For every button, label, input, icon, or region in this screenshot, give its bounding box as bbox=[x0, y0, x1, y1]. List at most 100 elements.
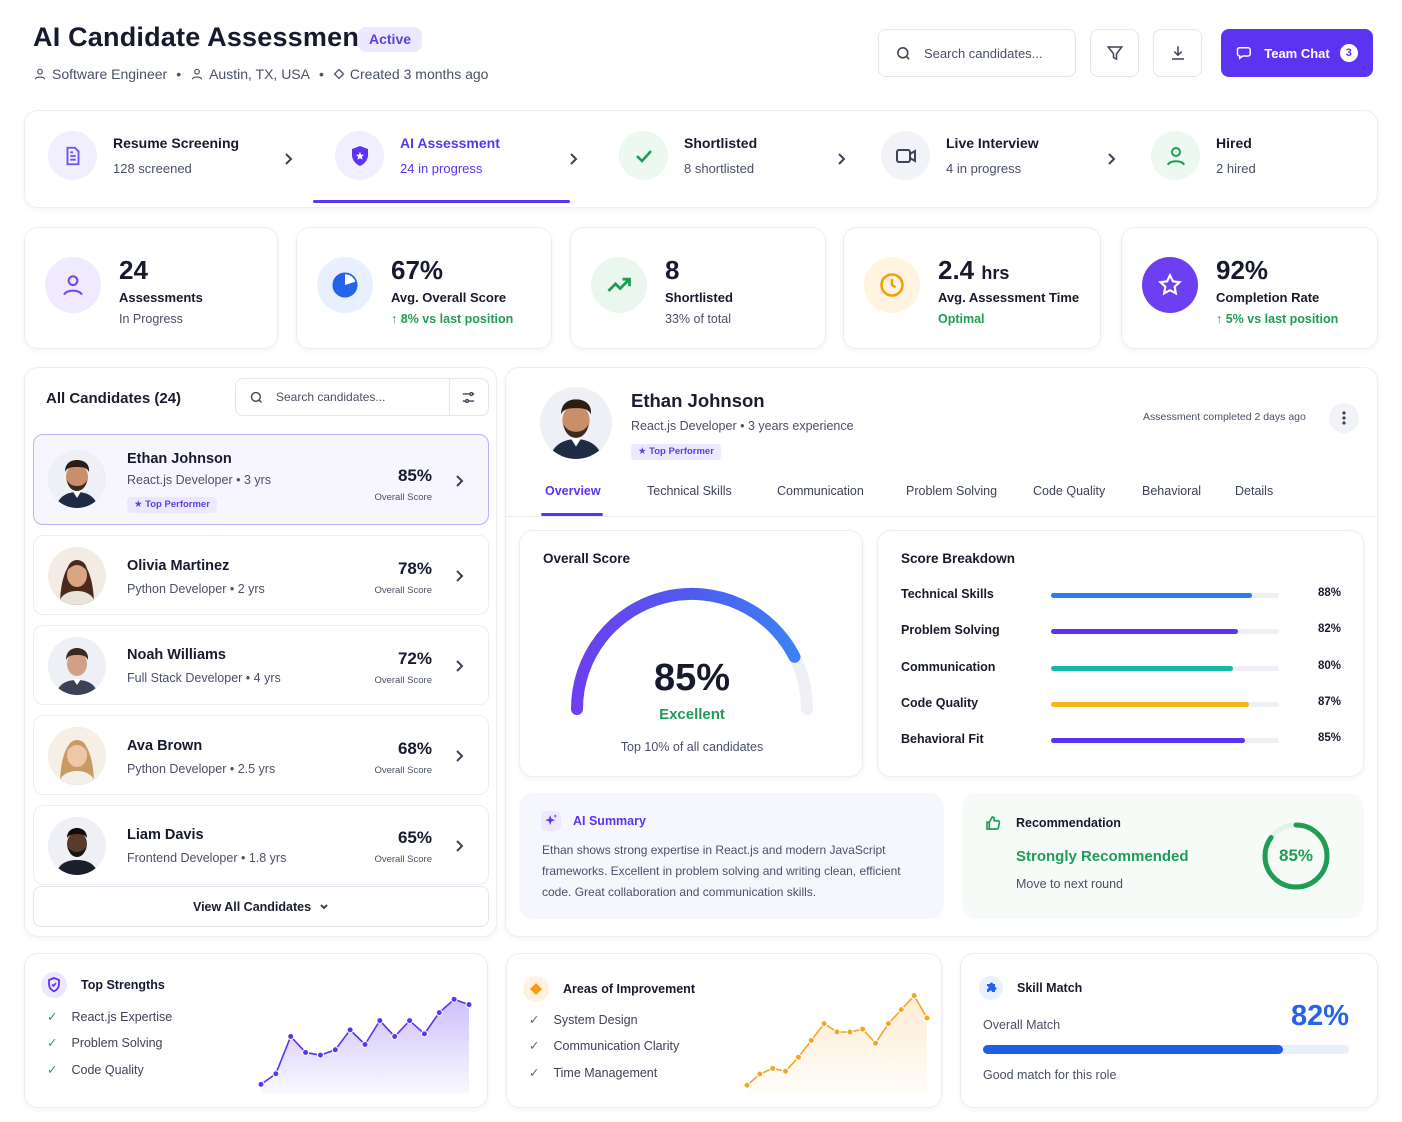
section-title: Score Breakdown bbox=[901, 551, 1016, 566]
strength-item: ✓ React.js Expertise bbox=[47, 1009, 172, 1025]
more-options-button[interactable] bbox=[1329, 403, 1359, 433]
trend-area bbox=[747, 995, 927, 1094]
candidate-name: Liam Davis bbox=[127, 827, 204, 843]
thumbs-up-icon bbox=[986, 816, 1001, 830]
tab-details[interactable]: Details bbox=[1235, 484, 1274, 498]
trend-point bbox=[331, 1046, 339, 1054]
stage-title: Live Interview bbox=[946, 135, 1039, 151]
ai-summary-title: AI Summary bbox=[573, 814, 646, 828]
stage-ai-assessment[interactable]: AI Assessment 24 in progress bbox=[335, 131, 500, 180]
stage-title: Hired bbox=[1216, 135, 1252, 151]
score-caption: Overall Score bbox=[374, 585, 432, 596]
trend-point bbox=[287, 1033, 295, 1041]
candidate-detail-panel: Ethan Johnson React.js Developer • 3 yea… bbox=[505, 367, 1378, 937]
tab-technical-skills[interactable]: Technical Skills bbox=[647, 484, 732, 498]
active-stage-indicator bbox=[313, 200, 570, 203]
experience-text: 2.5 yrs bbox=[237, 762, 276, 776]
candidate-row-olivia-martinez[interactable]: Olivia Martinez Python Developer • 2 yrs… bbox=[33, 535, 489, 615]
stat-value: 67% bbox=[391, 255, 444, 285]
role-text: React.js Developer bbox=[631, 419, 737, 433]
download-button[interactable] bbox=[1153, 29, 1202, 77]
search-placeholder: Search candidates... bbox=[276, 390, 386, 404]
breakdown-bar-fill bbox=[1051, 738, 1245, 743]
stage-shortlisted[interactable]: Shortlisted 8 shortlisted bbox=[619, 131, 757, 180]
breakdown-row: Communication 80% bbox=[901, 660, 1341, 678]
filter-icon bbox=[1106, 46, 1123, 61]
candidates-title: All Candidates (24) bbox=[46, 390, 182, 407]
view-all-candidates-button[interactable]: View All Candidates bbox=[33, 886, 489, 927]
trend-point bbox=[302, 1048, 310, 1056]
candidate-name: Noah Williams bbox=[127, 647, 226, 663]
stage-sub: 2 hired bbox=[1216, 161, 1256, 176]
section-title: Top Strengths bbox=[81, 978, 165, 992]
areas-of-improvement-card: Areas of Improvement ✓ System Design ✓ Com… bbox=[506, 953, 942, 1108]
strengths-trend-chart bbox=[257, 995, 473, 1093]
tab-code-quality[interactable]: Code Quality bbox=[1033, 484, 1106, 498]
skill-match-header: Skill Match bbox=[979, 976, 1082, 1000]
candidate-row-liam-davis[interactable]: Liam Davis Frontend Developer • 1.8 yrs … bbox=[33, 805, 489, 885]
stat-label: Assessments bbox=[119, 290, 203, 305]
candidate-role: Python Developer • 2.5 yrs bbox=[127, 762, 276, 776]
team-chat-button[interactable]: Team Chat 3 bbox=[1221, 29, 1373, 77]
candidate-role: React.js Developer • 3 years experience bbox=[631, 419, 854, 433]
user-icon bbox=[191, 68, 203, 80]
candidate-search-input[interactable]: Search candidates... bbox=[235, 378, 489, 416]
star-icon bbox=[1142, 257, 1198, 313]
top-strengths-header: Top Strengths bbox=[41, 972, 165, 998]
recommendation-verdict: Strongly Recommended bbox=[1016, 848, 1189, 865]
breakdown-value: 82% bbox=[1317, 623, 1341, 635]
recommendation-title: Recommendation bbox=[1016, 816, 1121, 830]
search-placeholder: Search candidates... bbox=[924, 45, 1043, 61]
experience-text: 3 years experience bbox=[747, 419, 854, 433]
tab-problem-solving[interactable]: Problem Solving bbox=[906, 484, 998, 498]
stat-sub: 8% vs last position bbox=[400, 312, 514, 326]
top-strengths-card: Top Strengths ✓ React.js Expertise ✓ Probl… bbox=[24, 953, 488, 1108]
job-role: Software Engineer bbox=[52, 66, 168, 82]
role-text: Full Stack Developer bbox=[127, 671, 243, 685]
candidate-row-ethan-johnson[interactable]: Ethan Johnson React.js Developer • 3 yrs… bbox=[33, 434, 489, 525]
avatar bbox=[48, 547, 106, 605]
sliders-icon[interactable] bbox=[460, 389, 477, 406]
score-caption: Overall Score bbox=[374, 492, 432, 503]
trend-point bbox=[769, 1064, 777, 1072]
section-title: Overall Score bbox=[543, 551, 631, 566]
tab-overview[interactable]: Overview bbox=[545, 484, 601, 498]
stat-label: Shortlisted bbox=[665, 290, 733, 305]
tab-communication[interactable]: Communication bbox=[777, 484, 864, 498]
stage-live-interview[interactable]: Live Interview 4 in progress bbox=[881, 131, 1039, 180]
chevron-right-icon bbox=[456, 475, 464, 487]
check-icon: ✓ bbox=[47, 1010, 58, 1024]
candidate-row-noah-williams[interactable]: Noah Williams Full Stack Developer • 4 y… bbox=[33, 625, 489, 705]
tab-behavioral[interactable]: Behavioral bbox=[1142, 484, 1202, 498]
check-icon: ✓ bbox=[529, 1013, 540, 1027]
stage-resume-screening[interactable]: Resume Screening 128 screened bbox=[48, 131, 239, 180]
stage-sub: 8 shortlisted bbox=[684, 161, 755, 176]
score-breakdown-card: Score Breakdown Technical Skills 88% Probl… bbox=[877, 530, 1364, 777]
avatar bbox=[48, 727, 106, 785]
breakdown-label: Communication bbox=[901, 660, 996, 674]
job-meta: Software Engineer • Austin, TX, USA • Cr… bbox=[33, 66, 488, 82]
stat-number: 2.4 bbox=[938, 255, 975, 285]
candidate-role: Frontend Developer • 1.8 yrs bbox=[127, 851, 287, 865]
candidate-name: Ethan Johnson bbox=[127, 451, 232, 467]
candidate-row-ava-brown[interactable]: Ava Brown Python Developer • 2.5 yrs 68%… bbox=[33, 715, 489, 795]
stage-title: Shortlisted bbox=[684, 135, 758, 151]
strength-item: ✓ Code Quality bbox=[47, 1062, 144, 1078]
score-gauge bbox=[571, 587, 813, 715]
search-input[interactable]: Search candidates... bbox=[878, 29, 1076, 77]
job-created: Created 3 months ago bbox=[349, 66, 489, 82]
breakdown-row: Code Quality 87% bbox=[901, 696, 1341, 714]
recommendation-card: Recommendation Strongly Recommended Move… bbox=[962, 793, 1364, 919]
pie-chart-icon bbox=[317, 257, 373, 313]
chevron-right-icon bbox=[570, 153, 578, 165]
filter-button[interactable] bbox=[1090, 29, 1139, 77]
stage-hired[interactable]: Hired 2 hired bbox=[1151, 131, 1256, 180]
stat-card-assessments: 24 Assessments In Progress bbox=[24, 227, 278, 349]
stat-value: 24 bbox=[119, 255, 148, 285]
candidate-score: 72% bbox=[397, 649, 432, 668]
breakdown-value: 87% bbox=[1317, 696, 1341, 708]
section-title: Skill Match bbox=[1017, 981, 1083, 995]
trend-point bbox=[897, 1006, 905, 1014]
overall-score-value: 85% bbox=[653, 657, 731, 699]
stat-card-avg-score: 67% Avg. Overall Score ↑ 8% vs last posi… bbox=[296, 227, 552, 349]
